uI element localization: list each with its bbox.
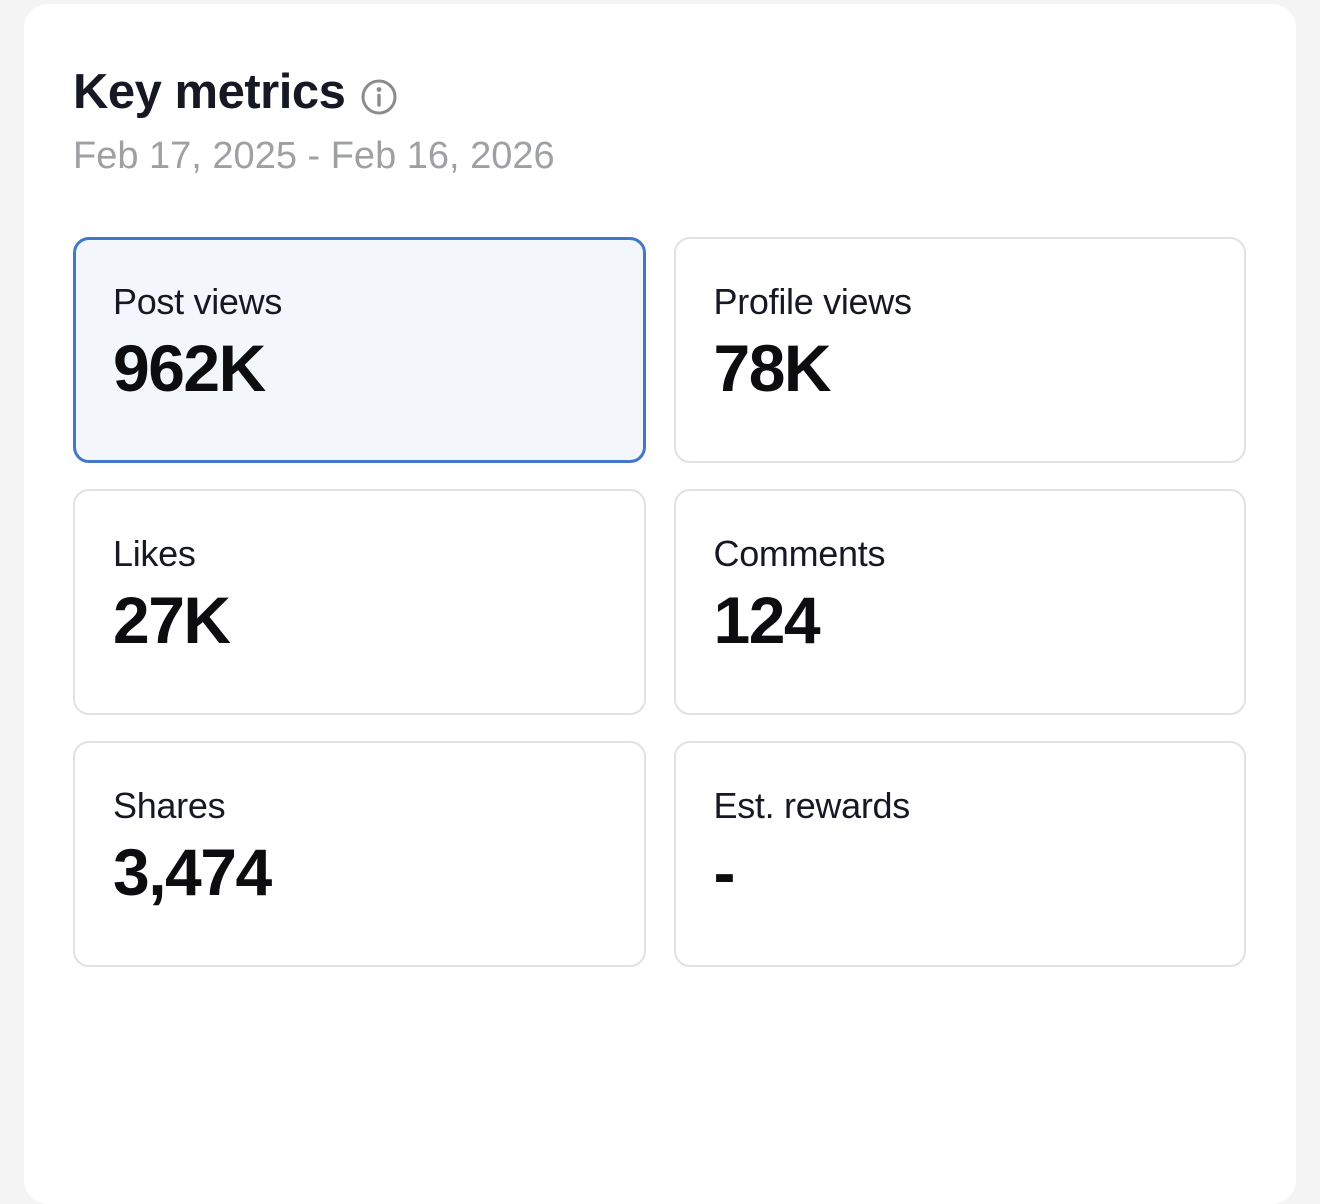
key-metrics-section: Key metrics Feb 17, 2025 - Feb 16, 2026 … [24, 4, 1296, 967]
metric-card-est-rewards[interactable]: Est. rewards - [673, 741, 1246, 967]
metric-value: 124 [713, 583, 821, 657]
section-header: Key metrics [73, 63, 1246, 122]
metric-card-comments[interactable]: Comments 124 [673, 489, 1246, 715]
metric-cards-grid: Post views 962K Profile views 78K Likes … [73, 237, 1246, 967]
metric-card-shares[interactable]: Shares 3,474 [73, 741, 646, 967]
metric-value: - [713, 835, 736, 909]
metric-label: Profile views [713, 281, 912, 322]
metric-label: Est. rewards [713, 785, 911, 826]
metric-value: 78K [713, 331, 832, 405]
metric-card-profile-views[interactable]: Profile views 78K [673, 237, 1246, 463]
metric-value: 27K [113, 583, 231, 657]
metric-label: Comments [713, 533, 886, 574]
metric-value: 3,474 [113, 835, 272, 909]
metric-label: Post views [113, 281, 283, 322]
metric-card-post-views[interactable]: Post views 962K [73, 237, 646, 463]
metric-card-likes[interactable]: Likes 27K [73, 489, 646, 715]
metric-label: Shares [113, 785, 226, 826]
metric-label: Likes [113, 533, 196, 574]
metric-value: 962K [113, 331, 266, 405]
date-range: Feb 17, 2025 - Feb 16, 2026 [73, 135, 555, 177]
info-icon[interactable] [360, 78, 398, 116]
content-panel: Key metrics Feb 17, 2025 - Feb 16, 2026 … [24, 4, 1296, 1204]
page-title: Key metrics [73, 65, 346, 119]
